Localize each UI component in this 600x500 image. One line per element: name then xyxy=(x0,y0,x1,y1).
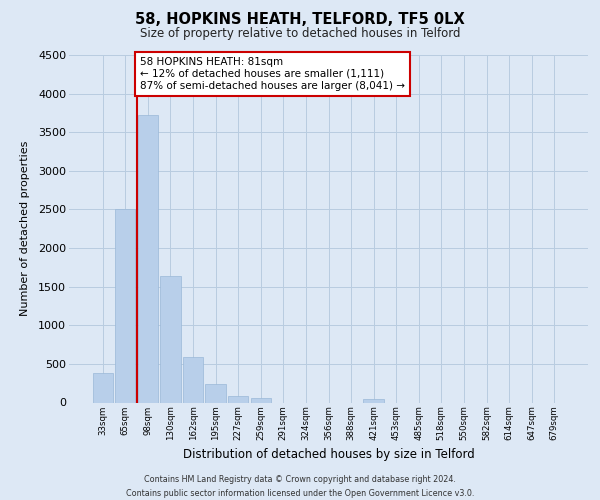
X-axis label: Distribution of detached houses by size in Telford: Distribution of detached houses by size … xyxy=(182,448,475,462)
Text: 58, HOPKINS HEATH, TELFORD, TF5 0LX: 58, HOPKINS HEATH, TELFORD, TF5 0LX xyxy=(135,12,465,28)
Bar xyxy=(228,396,248,402)
Text: Size of property relative to detached houses in Telford: Size of property relative to detached ho… xyxy=(140,28,460,40)
Bar xyxy=(92,373,113,402)
Bar xyxy=(115,210,136,402)
Bar xyxy=(138,115,158,403)
Bar xyxy=(160,276,181,402)
Text: 58 HOPKINS HEATH: 81sqm
← 12% of detached houses are smaller (1,111)
87% of semi: 58 HOPKINS HEATH: 81sqm ← 12% of detache… xyxy=(140,58,405,90)
Y-axis label: Number of detached properties: Number of detached properties xyxy=(20,141,30,316)
Text: Contains HM Land Registry data © Crown copyright and database right 2024.
Contai: Contains HM Land Registry data © Crown c… xyxy=(126,476,474,498)
Bar xyxy=(183,356,203,403)
Bar xyxy=(205,384,226,402)
Bar xyxy=(364,399,384,402)
Bar xyxy=(251,398,271,402)
